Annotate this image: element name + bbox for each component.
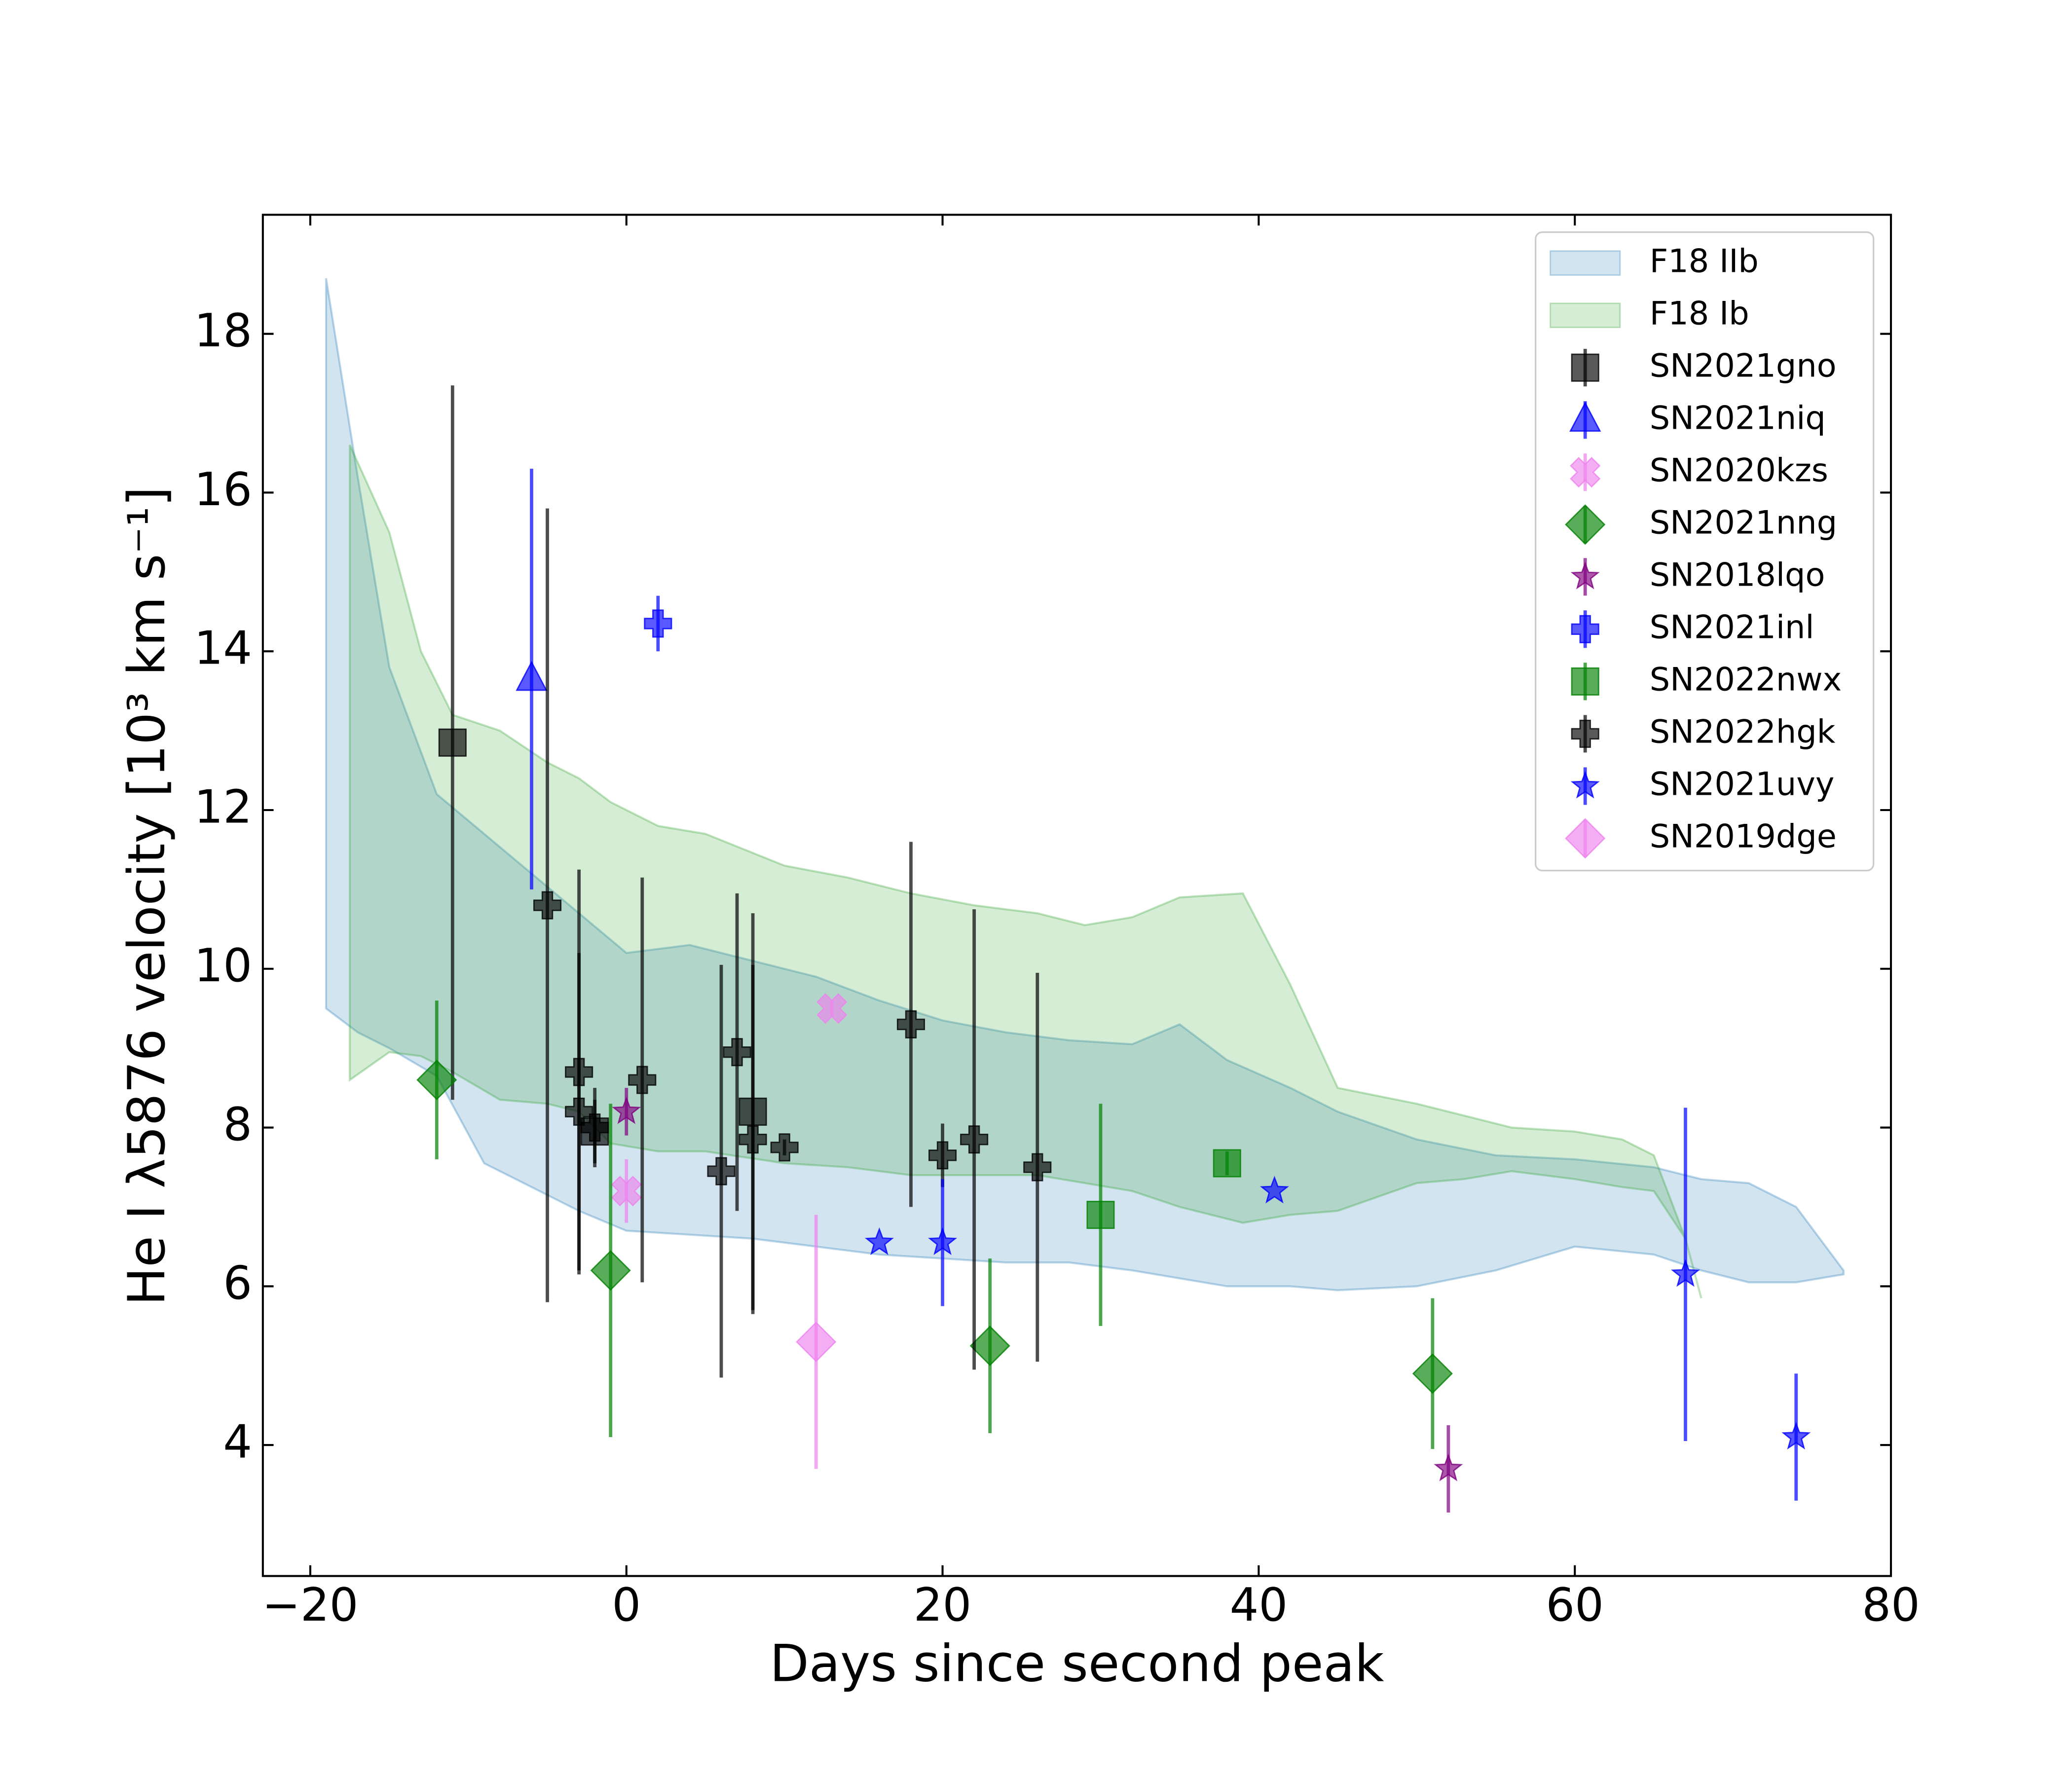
legend-marker [1570,561,1600,590]
legend-swatch [1550,250,1621,276]
marker [1781,1421,1811,1450]
marker [612,1096,641,1124]
legend-marker [1571,667,1599,696]
legend-marker [1571,615,1599,643]
y-tick-label: 8 [223,1098,252,1151]
legend-marker [1569,401,1601,432]
marker [928,1141,957,1170]
x-tick-label: −20 [262,1578,358,1631]
marker [644,609,672,638]
marker [1213,1149,1241,1178]
legend-frame [1534,231,1875,872]
x-tick-label: 80 [1862,1578,1920,1631]
legend-marker [1565,818,1606,859]
legend-label: F18 Ib [1650,295,1749,332]
band [325,278,1845,1292]
marker [516,661,548,691]
marker [590,1250,631,1291]
marker [1259,1176,1289,1204]
legend-label: SN2021gno [1650,347,1837,384]
marker [969,1325,1010,1367]
legend-label: SN2021nng [1650,504,1837,541]
marker [438,728,467,757]
legend-label: SN2020kzs [1650,451,1828,489]
marker [816,993,848,1024]
y-tick-label: 12 [194,780,252,833]
marker [796,1321,837,1363]
legend-label: SN2021inl [1650,608,1814,646]
legend-label: SN2019dge [1650,817,1837,855]
marker [628,1066,657,1094]
legend-marker [1570,771,1600,799]
x-tick-label: 60 [1546,1578,1604,1631]
legend-label: SN2022hgk [1650,713,1836,750]
band [349,444,1702,1298]
x-tick-label: 0 [612,1578,641,1631]
marker [770,1133,799,1162]
legend-marker [1565,504,1606,545]
x-tick-label: 20 [914,1578,972,1631]
legend-swatch [1550,302,1621,329]
marker [611,1176,642,1207]
x-tick-label: 40 [1230,1578,1288,1631]
legend-marker [1571,353,1599,382]
y-tick-label: 14 [194,622,252,675]
legend-label: SN2022nwx [1650,661,1842,698]
marker [864,1227,894,1255]
marker [960,1125,989,1154]
marker [896,1010,925,1038]
legend-marker [1571,719,1599,748]
marker [581,1113,609,1142]
legend-marker [1570,457,1601,488]
marker [1412,1353,1453,1394]
marker [723,1038,751,1067]
marker [416,1059,457,1101]
legend-label: SN2018lqo [1650,556,1825,593]
marker [1086,1200,1115,1229]
legend-label: SN2021uvy [1650,765,1835,803]
marker [533,891,562,920]
marker [928,1227,958,1255]
legend-label: F18 IIb [1650,242,1759,280]
marker [707,1157,736,1185]
y-tick-label: 16 [194,463,252,516]
x-axis-label: Days since second peak [770,1634,1384,1694]
y-tick-label: 10 [194,939,252,992]
y-tick-label: 6 [223,1257,252,1310]
y-tick-label: 4 [223,1415,252,1468]
legend-label: SN2021niq [1650,399,1826,437]
marker [1670,1259,1701,1287]
y-tick-label: 18 [194,304,252,357]
marker [1023,1153,1052,1182]
marker [739,1125,767,1154]
y-axis-label: He I λ5876 velocity [10³ km s⁻¹] [117,486,177,1305]
legend: F18 IIb F18 Ib SN2021gno SN2021niq SN2020kzs… [1534,231,1875,872]
plot-frame [261,214,1892,1577]
marker [1434,1453,1463,1482]
